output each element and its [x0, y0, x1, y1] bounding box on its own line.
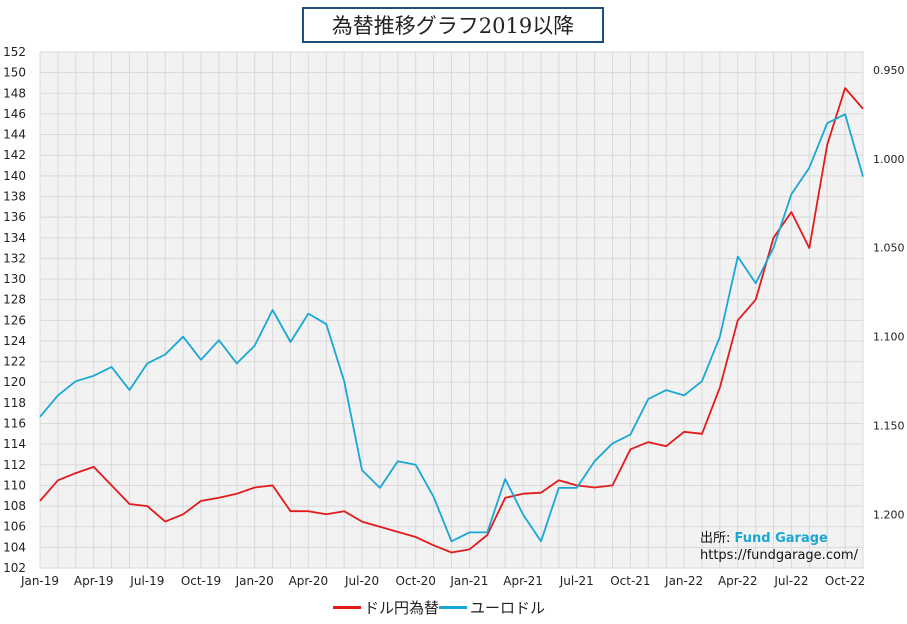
- left-tick-label: 118: [3, 396, 26, 410]
- left-tick-label: 124: [3, 334, 26, 348]
- x-tick-label: Apr-21: [503, 574, 543, 588]
- legend: ドル円為替 ユーロドル: [333, 597, 545, 618]
- source-brand: Fund Garage: [734, 531, 828, 546]
- x-tick-label: Apr-19: [74, 574, 114, 588]
- x-tick-label: Jul-22: [773, 574, 808, 588]
- series-line-eurusd: [39, 113, 864, 543]
- legend-swatch-eurusd: [439, 606, 468, 609]
- left-tick-label: 142: [3, 148, 26, 162]
- source-credit: 出所: Fund Garage: [700, 527, 828, 546]
- left-tick-label: 110: [3, 478, 26, 492]
- right-tick-label: 0.950: [873, 64, 905, 77]
- x-tick-label: Jan-20: [235, 574, 274, 588]
- left-tick-label: 136: [3, 210, 26, 224]
- x-axis: Jan-19 Apr-19 Jul-19 Oct-19 Jan-20 Apr-20 Jul-…: [20, 574, 865, 588]
- left-tick-label: 150: [3, 66, 26, 80]
- left-tick-label: 122: [3, 355, 26, 369]
- x-tick-label: Apr-22: [718, 574, 758, 588]
- right-tick-label: 1.000: [873, 153, 905, 166]
- right-tick-label: 1.150: [873, 420, 905, 433]
- x-tick-label: Apr-20: [289, 574, 329, 588]
- left-tick-label: 144: [3, 128, 26, 142]
- x-tick-label: Jan-19: [20, 574, 59, 588]
- left-tick-label: 148: [3, 86, 26, 100]
- x-tick-label: Jul-20: [344, 574, 379, 588]
- legend-item-eurusd: ユーロドル: [439, 597, 545, 618]
- source-url: https://fundgarage.com/: [700, 548, 858, 563]
- right-tick-label: 1.050: [873, 242, 905, 255]
- legend-label-usdjpy: ドル円為替: [364, 599, 440, 617]
- right-axis: 0.950 1.000 1.050 1.100 1.150 1.200: [873, 64, 905, 522]
- right-tick-label: 1.200: [873, 509, 905, 522]
- left-tick-label: 134: [3, 231, 26, 245]
- x-tick-label: Jul-21: [559, 574, 594, 588]
- x-tick-label: Oct-20: [396, 574, 436, 588]
- x-tick-label: Jan-21: [449, 574, 488, 588]
- left-tick-label: 114: [3, 437, 26, 451]
- left-tick-label: 132: [3, 251, 26, 265]
- left-tick-label: 140: [3, 169, 26, 183]
- right-tick-label: 1.100: [873, 331, 905, 344]
- left-tick-label: 126: [3, 313, 26, 327]
- left-tick-label: 130: [3, 272, 26, 286]
- left-tick-label: 104: [3, 540, 26, 554]
- source-label: 出所:: [700, 531, 731, 546]
- x-tick-label: Jul-19: [129, 574, 164, 588]
- legend-swatch-usdjpy: [333, 606, 361, 609]
- left-axis: 102 104 106 108 110 112 114 116 118 120 122 124 126 1…: [3, 45, 26, 575]
- legend-item-usdjpy: ドル円為替: [333, 597, 439, 618]
- left-tick-label: 102: [3, 561, 26, 575]
- left-tick-label: 146: [3, 107, 26, 121]
- grid: [39, 51, 864, 569]
- left-tick-label: 138: [3, 189, 26, 203]
- left-tick-label: 128: [3, 293, 26, 307]
- series-line-usdjpy: [39, 87, 864, 554]
- x-tick-label: Jan-22: [664, 574, 703, 588]
- left-tick-label: 106: [3, 520, 26, 534]
- left-tick-label: 152: [3, 45, 26, 59]
- series-lines: [39, 87, 864, 554]
- left-tick-label: 108: [3, 499, 26, 513]
- left-tick-label: 116: [3, 417, 26, 431]
- x-tick-label: Oct-19: [181, 574, 221, 588]
- left-tick-label: 120: [3, 375, 26, 389]
- x-tick-label: Oct-22: [825, 574, 865, 588]
- x-tick-label: Oct-21: [610, 574, 650, 588]
- left-tick-label: 112: [3, 458, 26, 472]
- legend-label-eurusd: ユーロドル: [470, 599, 546, 617]
- chart-title: 為替推移グラフ2019以降: [302, 7, 604, 43]
